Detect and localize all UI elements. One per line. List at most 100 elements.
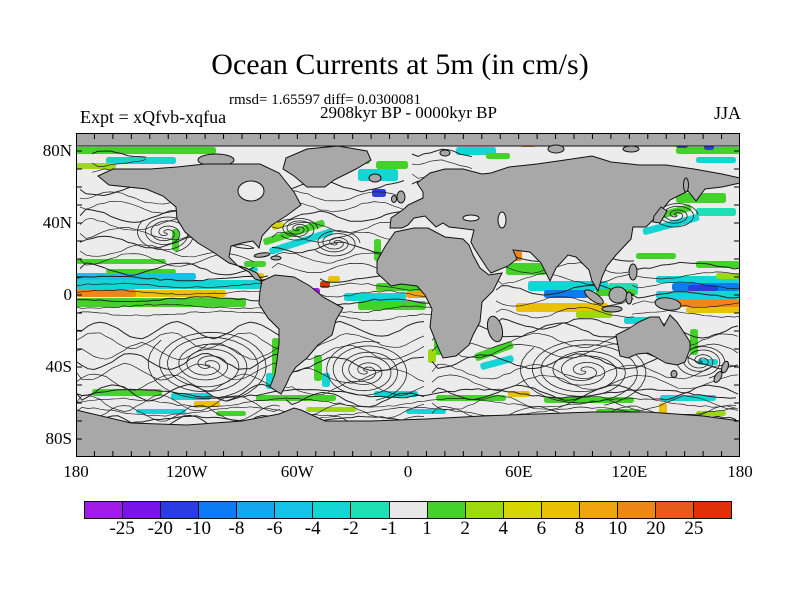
streamline [319,313,441,322]
streamline [79,262,255,276]
colorbar-label: -1 [381,518,397,539]
page-title: Ocean Currents at 5m (in cm/s) [211,48,589,81]
y-tick-label: 80N [42,141,72,160]
colorbar-segment [85,502,123,518]
speed-patch [528,281,608,291]
colorbar-segment [198,502,237,518]
land-new-guinea [654,297,682,311]
speed-patch [106,269,176,274]
streamline [326,341,398,396]
speed-patch [269,228,333,255]
streamline [91,150,147,158]
speed-patch [436,395,506,401]
speed-patch [372,189,386,197]
streamline [271,221,405,234]
speed-patch [256,395,336,401]
streamline [495,306,635,319]
x-tick-label: 60E [504,462,533,481]
streamline [285,391,425,408]
colorbar-label: -8 [228,518,245,539]
period-line: 2908kyr BP - 0000kyr BP [320,103,497,122]
speed-patch [506,263,546,275]
speed-patch [486,153,510,159]
streamline [631,310,741,318]
colorbar-segment [350,502,389,518]
colorbar-segment [616,502,655,518]
land-new-zealand [721,360,729,374]
colorbar-segment [274,502,313,518]
colorbar-label: 10 [608,518,628,539]
colorbar-label: 8 [574,518,585,539]
streamline [271,180,405,193]
streamline [285,380,425,396]
streamline [75,332,281,350]
speed-patch [76,273,196,280]
speed-patch [696,157,736,163]
x-tick-label: 120W [165,462,208,481]
land-hispaniola [270,255,282,261]
streamline [75,320,281,340]
streamline [75,397,737,408]
colorbar-label: -10 [185,518,212,539]
stats-line: rmsd= 1.65597 diff= 0.0300081 [229,92,422,108]
land-sulawesi [625,291,633,305]
streamline [495,296,635,308]
colorbar-segment [693,502,732,518]
streamline [317,230,361,253]
colorbar-label: -2 [342,518,359,539]
y-tick-label: 40N [42,213,72,232]
speed-patch [456,147,496,155]
speed-patch [374,239,381,261]
land-borneo [608,286,628,304]
colorbar-segment [464,502,503,518]
streamline [137,219,189,251]
streamline [332,345,408,401]
speed-patch [474,341,514,361]
streamline [75,310,269,317]
streamline [495,272,635,285]
land-arctic-island [622,145,640,153]
land-madagascar [486,315,504,343]
speed-patch [636,253,676,259]
speed-patch [686,307,740,313]
speed-patch [76,163,116,169]
experiment-label: Expt = xQfvb-xqfua [80,107,227,127]
streamline [285,344,425,360]
colorbar-segment [502,502,541,518]
streamline [147,336,259,400]
x-tick-label: 180 [727,462,753,481]
speed-patch [322,373,330,387]
colorbar-segment [236,502,275,518]
speed-patch [136,409,186,414]
land-eurasia [389,155,741,293]
colorbar-segment [540,502,579,518]
streamline [495,284,635,296]
land-new-zealand [713,371,723,383]
speed-patch [76,280,261,289]
streamline [91,159,147,167]
y-tick-label: 0 [63,285,73,304]
streamline [285,356,425,373]
streamline [75,406,737,417]
speed-patch [314,355,322,381]
streamline [75,394,281,412]
streamline [431,363,739,380]
world-map [75,132,741,458]
season-label: JJA [714,103,742,123]
streamline [159,331,267,402]
streamline [75,352,281,371]
streamline [75,383,281,402]
streamline [75,282,269,289]
land-greenland [282,145,372,188]
colorbar-label: -4 [304,518,321,539]
streamline [631,271,741,280]
x-tick-label: 120E [611,462,648,481]
speed-patch [480,355,514,370]
speed-patch [358,301,426,310]
speed-patch [696,208,736,216]
speed-patch [696,261,740,268]
land-tasmania [670,370,678,378]
streamline [631,300,741,309]
speed-patch [676,193,726,203]
land-iceland [368,173,382,183]
